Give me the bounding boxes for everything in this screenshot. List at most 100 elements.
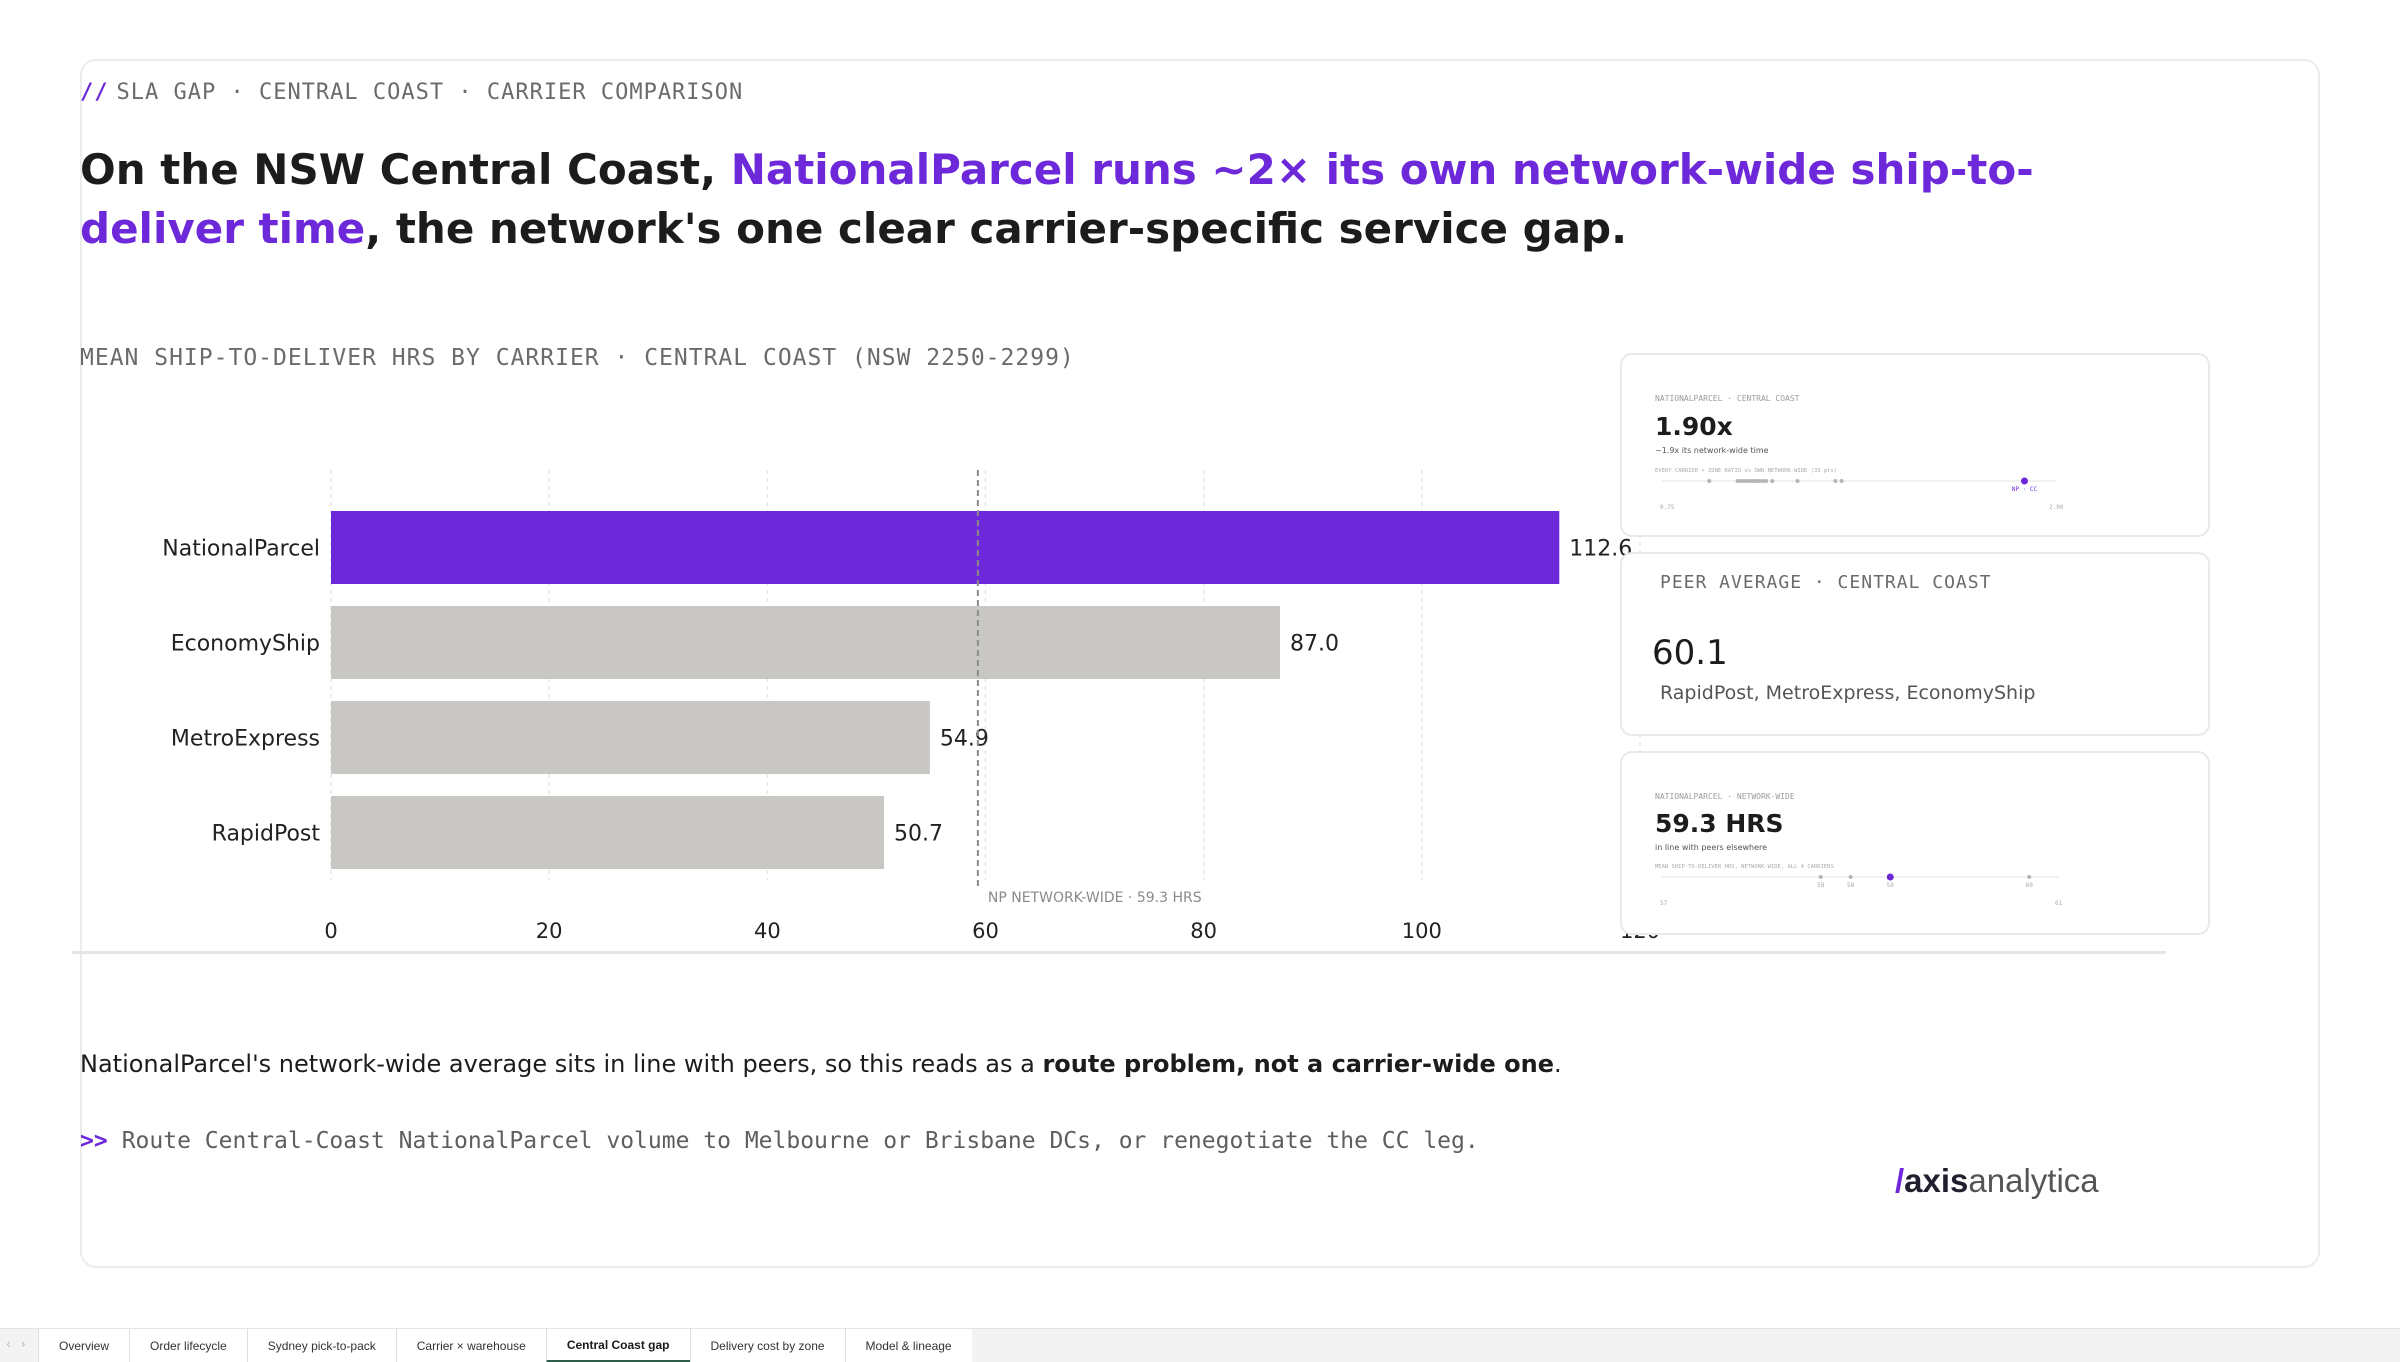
strip-point-label: 59 — [1887, 882, 1895, 889]
tab-order-lifecycle[interactable]: Order lifecycle — [129, 1329, 247, 1362]
tab-delivery-cost-by-zone[interactable]: Delivery cost by zone — [689, 1329, 845, 1362]
value-label: 54.9 — [940, 727, 989, 752]
network-axis-max: 61 — [2055, 900, 2063, 907]
bar — [331, 701, 930, 774]
network-strip-plot: 58 58 59 60 — [1662, 873, 2059, 889]
category-label: EconomyShip — [171, 632, 320, 657]
tab-carrier-warehouse[interactable]: Carrier × warehouse — [395, 1329, 546, 1362]
reference-line-label: NP NETWORK-WIDE · 59.3 HRS — [988, 890, 1202, 906]
strip-point — [1754, 479, 1759, 483]
x-tick-label: 100 — [1402, 919, 1442, 943]
strip-point — [1748, 479, 1753, 483]
kpi-ratio-svg: NATIONALPARCEL · CENTRAL COAST 1.90x ~1.… — [1655, 394, 2064, 511]
kpi-peer-svg: PEER AVERAGE · CENTRAL COAST 60.1 RapidP… — [1652, 572, 2035, 704]
kpi-peer-value: 60.1 — [1652, 633, 1728, 673]
page-headline: On the NSW Central Coast, NationalParcel… — [80, 140, 2160, 258]
note-text: NationalParcel's network-wide average si… — [80, 1050, 1043, 1078]
strip-point — [1707, 479, 1712, 483]
x-tick-label: 60 — [972, 919, 999, 943]
kpi-network-card: NATIONALPARCEL · NETWORK-WIDE 59.3 HRS i… — [1620, 751, 2210, 935]
strip-point — [1735, 479, 1740, 483]
bar — [331, 606, 1281, 679]
sheet-tabs: Overview Order lifecycle Sydney pick-to-… — [38, 1329, 972, 1362]
network-axis-min: 57 — [1660, 900, 1668, 907]
strip-point-label: 58 — [1817, 882, 1825, 889]
strip-point — [1751, 479, 1756, 483]
value-label: 87.0 — [1290, 632, 1339, 657]
category-label: MetroExpress — [171, 727, 320, 752]
logo-slash: / — [1895, 1162, 1905, 1199]
ratio-axis-max: 2.00 — [2049, 504, 2064, 511]
strip-point — [1795, 479, 1800, 483]
tab-central-coast-gap[interactable]: Central Coast gap — [545, 1329, 690, 1362]
strip-point — [1757, 479, 1762, 483]
ratio-axis-min: 0.75 — [1660, 504, 1675, 511]
tab-overview[interactable]: Overview — [38, 1329, 130, 1362]
strip-highlight-point — [1886, 873, 1894, 881]
section-kicker: // SLA GAP · CENTRAL COAST · CARRIER COMP… — [80, 80, 743, 105]
strip-point — [1848, 875, 1853, 879]
kpi-peer-label: PEER AVERAGE · CENTRAL COAST — [1660, 572, 1991, 593]
strip-point — [1770, 479, 1775, 483]
kpi-ratio-strip-caption: EVERY CARRIER × ZONE RATIO vs OWN NETWOR… — [1655, 468, 1837, 474]
category-label: RapidPost — [212, 822, 321, 847]
kpi-ratio-sub: ~1.9x its network-wide time — [1655, 446, 1769, 455]
kpi-network-label: NATIONALPARCEL · NETWORK-WIDE — [1655, 792, 1795, 801]
strip-point — [1741, 479, 1746, 483]
action-text: Route Central-Coast NationalParcel volum… — [121, 1128, 1479, 1154]
brand-logo: /axisanalytica — [1895, 1162, 2099, 1200]
bar-chart: 020406080100120NationalParcel112.6Econom… — [60, 400, 1700, 960]
section-divider — [72, 951, 2166, 954]
strip-point — [1764, 479, 1769, 483]
kpi-peer-card: PEER AVERAGE · CENTRAL COAST 60.1 RapidP… — [1620, 552, 2210, 736]
action-prefix: >> — [80, 1128, 108, 1154]
headline-accent: NationalParcel runs ~2× its own network-… — [80, 145, 2034, 253]
strip-point — [1839, 479, 1844, 483]
tab-sydney-pick-to-pack[interactable]: Sydney pick-to-pack — [246, 1329, 396, 1362]
x-tick-label: 0 — [324, 919, 337, 943]
sheet-tab-bar: ‹ › Overview Order lifecycle Sydney pick… — [0, 1328, 2400, 1362]
x-tick-label: 20 — [536, 919, 563, 943]
strip-highlight-point — [2020, 477, 2028, 485]
strip-highlight-label: NP · CC — [2012, 486, 2038, 493]
kicker-prefix: // — [80, 80, 109, 105]
x-tick-label: 40 — [754, 919, 781, 943]
strip-point-label: 58 — [1847, 882, 1855, 889]
tab-prev-icon[interactable]: ‹ — [6, 1337, 11, 1351]
bar — [331, 511, 1560, 584]
tab-next-icon[interactable]: › — [20, 1337, 26, 1351]
kpi-network-strip-caption: MEAN SHIP-TO-DELIVER HRS, NETWORK-WIDE, … — [1655, 864, 1834, 870]
chart-title: MEAN SHIP-TO-DELIVER HRS BY CARRIER · CE… — [80, 345, 1075, 371]
note-end: . — [1554, 1050, 1562, 1078]
kpi-peer-sub: RapidPost, MetroExpress, EconomyShip — [1660, 682, 2035, 704]
x-tick-label: 80 — [1190, 919, 1217, 943]
kpi-ratio-label: NATIONALPARCEL · CENTRAL COAST — [1655, 394, 1800, 403]
kpi-ratio-value: 1.90x — [1655, 412, 1733, 441]
kpi-network-sub: in line with peers elsewhere — [1655, 843, 1767, 852]
value-label: 50.7 — [894, 822, 943, 847]
kpi-network-value: 59.3 HRS — [1655, 809, 1784, 838]
strip-point — [1738, 479, 1743, 483]
tab-scroll-controls: ‹ › — [6, 1337, 26, 1351]
strip-point-label: 60 — [2026, 882, 2034, 889]
kicker-text: SLA GAP · CENTRAL COAST · CARRIER COMPAR… — [116, 80, 744, 105]
bar — [331, 796, 885, 869]
logo-light: analytica — [1968, 1162, 2099, 1199]
logo-bold: axis — [1904, 1162, 1969, 1199]
strip-point — [1833, 479, 1838, 483]
strip-point — [1818, 875, 1823, 879]
headline-part2: , the network's one clear carrier-specif… — [365, 204, 1628, 253]
headline-part1: On the NSW Central Coast, — [80, 145, 731, 194]
tab-model-lineage[interactable]: Model & lineage — [844, 1329, 972, 1362]
strip-point — [2027, 875, 2032, 879]
note-bold: route problem, not a carrier-wide one — [1042, 1050, 1555, 1078]
category-label: NationalParcel — [162, 537, 320, 562]
ratio-strip-plot: NP · CC — [1662, 477, 2056, 493]
bar-chart-svg: 020406080100120NationalParcel112.6Econom… — [162, 470, 1660, 943]
kpi-ratio-card: NATIONALPARCEL · CENTRAL COAST 1.90x ~1.… — [1620, 353, 2210, 537]
strip-point — [1745, 479, 1750, 483]
strip-point — [1760, 479, 1765, 483]
insight-note: NationalParcel's network-wide average si… — [80, 1050, 1562, 1078]
recommended-action: >> Route Central-Coast NationalParcel vol… — [80, 1128, 1479, 1154]
kpi-network-svg: NATIONALPARCEL · NETWORK-WIDE 59.3 HRS i… — [1655, 792, 2063, 907]
